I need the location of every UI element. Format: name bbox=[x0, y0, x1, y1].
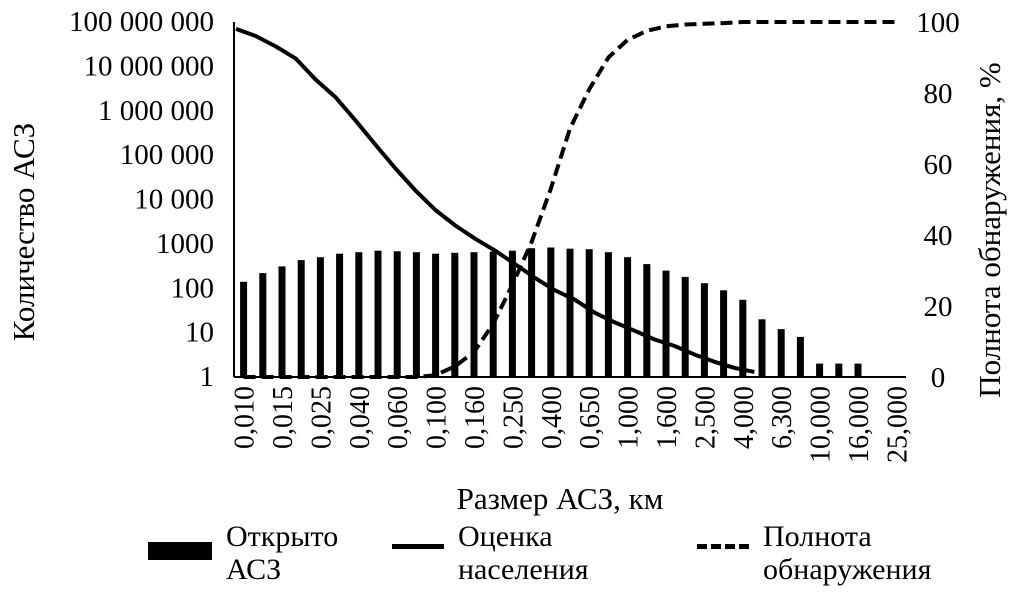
bar-31 bbox=[835, 363, 843, 377]
x-tick-label: 10,000 bbox=[806, 386, 837, 463]
bar-28 bbox=[777, 329, 785, 377]
bar-7 bbox=[374, 250, 382, 377]
bar-1 bbox=[259, 273, 267, 377]
bar-8 bbox=[393, 251, 401, 377]
bar-5 bbox=[336, 253, 344, 377]
x-tick-label: 25,000 bbox=[882, 386, 913, 463]
bar-19 bbox=[604, 252, 612, 377]
bar-series-open-asteroids bbox=[240, 247, 862, 377]
right-tick-label: 0 bbox=[931, 362, 946, 394]
legend-bar-swatch bbox=[148, 542, 212, 560]
right-tick-label: 20 bbox=[924, 291, 953, 323]
legend-item-completeness: Полнота обнаружения bbox=[697, 520, 931, 586]
x-tick-label: 0,025 bbox=[306, 386, 337, 449]
bar-15 bbox=[528, 248, 536, 377]
x-tick-label: 0,040 bbox=[345, 386, 376, 449]
bar-23 bbox=[681, 276, 689, 377]
x-tick-label: 0,160 bbox=[460, 386, 491, 449]
left-tick-label: 1 000 000 bbox=[98, 95, 214, 127]
legend-dash-swatch bbox=[697, 544, 749, 549]
x-tick-label: 16,000 bbox=[844, 386, 875, 463]
x-tick-label: 2,500 bbox=[690, 386, 721, 449]
right-tick-label: 80 bbox=[924, 78, 953, 110]
right-tick-label: 100 bbox=[916, 7, 960, 39]
bar-26 bbox=[739, 299, 747, 377]
axes bbox=[233, 22, 906, 378]
right-tick-label: 60 bbox=[924, 149, 953, 181]
x-tick-label: 0,010 bbox=[230, 386, 261, 449]
line-series bbox=[235, 20, 897, 379]
x-tick-label: 0,250 bbox=[498, 386, 529, 449]
left-axis-ticks: 1 10 100 1000 10 000 100 000 1 000 000 10 000 0… bbox=[69, 6, 214, 393]
left-tick-label: 10 bbox=[185, 317, 214, 349]
bar-2 bbox=[278, 266, 286, 377]
bar-14 bbox=[508, 250, 516, 377]
y-axis-left-label: Количество АСЗ bbox=[6, 123, 41, 341]
x-tick-label: 0,015 bbox=[268, 386, 299, 449]
bar-6 bbox=[355, 252, 363, 377]
y-axis-right-label: Полнота обнаружения, % bbox=[972, 62, 1007, 397]
legend-label-estimate: Оценка населения bbox=[458, 520, 589, 586]
left-tick-label: 10 000 000 bbox=[84, 50, 215, 82]
bar-12 bbox=[470, 252, 478, 377]
bar-0 bbox=[240, 281, 248, 377]
bar-29 bbox=[796, 336, 804, 377]
bar-20 bbox=[624, 257, 632, 377]
x-tick-label: 0,400 bbox=[537, 386, 568, 449]
x-tick-label: 0,100 bbox=[422, 386, 453, 449]
x-axis-ticks: 0,010 0,015 0,025 0,040 0,060 0,100 0,160 0,250… bbox=[230, 386, 914, 463]
bar-32 bbox=[854, 363, 862, 377]
legend-line-swatch bbox=[392, 544, 444, 549]
x-tick-label: 0,060 bbox=[383, 386, 414, 449]
population-estimate-line bbox=[235, 27, 755, 374]
bar-3 bbox=[297, 260, 305, 377]
left-tick-label: 100 000 bbox=[120, 139, 214, 171]
bar-9 bbox=[412, 252, 420, 377]
legend: Открыто АСЗ Оценка населения Полнота обн… bbox=[0, 520, 1022, 599]
left-tick-label: 10 000 bbox=[134, 184, 214, 216]
bar-18 bbox=[585, 249, 593, 377]
legend-label-open: Открыто АСЗ bbox=[226, 520, 339, 586]
x-tick-label: 0,650 bbox=[575, 386, 606, 449]
left-tick-label: 100 bbox=[171, 272, 215, 304]
x-tick-label: 6,300 bbox=[767, 386, 798, 449]
right-tick-label: 40 bbox=[924, 220, 953, 252]
bar-13 bbox=[489, 251, 497, 377]
x-tick-label: 4,000 bbox=[729, 386, 760, 449]
bar-11 bbox=[451, 252, 459, 377]
bar-16 bbox=[547, 247, 555, 377]
bar-30 bbox=[816, 363, 824, 377]
bar-17 bbox=[566, 248, 574, 377]
x-tick-label: 1,000 bbox=[614, 386, 645, 449]
legend-item-estimate: Оценка населения bbox=[392, 520, 589, 586]
x-tick-label: 1,600 bbox=[652, 386, 683, 449]
bar-24 bbox=[700, 283, 708, 377]
right-axis-ticks: 0 20 40 60 80 100 bbox=[916, 7, 960, 394]
bar-4 bbox=[316, 257, 324, 377]
left-tick-label: 1 bbox=[200, 361, 215, 393]
x-axis-label: Размер АСЗ, км bbox=[457, 481, 664, 516]
left-tick-label: 100 000 000 bbox=[69, 6, 214, 38]
bar-21 bbox=[643, 264, 651, 377]
legend-label-completeness: Полнота обнаружения bbox=[763, 520, 932, 586]
bar-27 bbox=[758, 319, 766, 377]
left-tick-label: 1000 bbox=[156, 228, 214, 260]
bar-10 bbox=[432, 253, 440, 377]
completeness-dashed-line bbox=[243, 20, 897, 379]
bar-22 bbox=[662, 270, 670, 377]
legend-item-open: Открыто АСЗ bbox=[148, 520, 338, 586]
bar-25 bbox=[720, 290, 728, 377]
